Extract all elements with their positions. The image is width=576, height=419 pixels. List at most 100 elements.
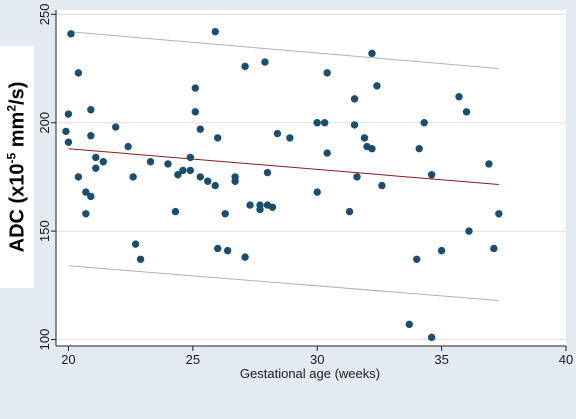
data-point <box>373 82 381 90</box>
data-point <box>485 160 493 168</box>
data-point <box>92 164 100 172</box>
data-point <box>241 62 249 71</box>
data-point <box>313 119 321 127</box>
data-point <box>92 153 100 162</box>
x-tick-label: 20 <box>61 352 75 367</box>
data-point <box>350 95 359 103</box>
regression-line <box>68 148 499 186</box>
data-point <box>323 69 331 77</box>
y-tick-label: 150 <box>37 220 52 242</box>
data-point <box>241 253 249 261</box>
data-point <box>99 158 107 166</box>
data-point <box>368 49 376 58</box>
gridlines <box>56 13 566 340</box>
data-point <box>261 58 269 66</box>
data-point <box>323 149 331 157</box>
x-tick-label: 30 <box>310 352 324 367</box>
y-axis-title-exp2: 2 <box>4 104 19 112</box>
data-point <box>465 227 473 235</box>
data-point <box>286 134 294 142</box>
data-point <box>273 129 282 138</box>
data-point <box>112 123 120 131</box>
data-point <box>495 210 503 218</box>
data-point <box>413 255 421 263</box>
data-point <box>360 134 369 142</box>
lower-bound-line <box>68 265 499 301</box>
data-point <box>320 119 329 127</box>
data-point <box>256 205 264 214</box>
data-point <box>87 106 95 114</box>
y-axis-title-prefix: ADC (x10 <box>6 163 29 253</box>
data-point <box>427 171 436 179</box>
y-tick-label: 100 <box>37 329 52 351</box>
data-point <box>420 119 428 127</box>
data-point <box>87 132 95 140</box>
data-point <box>196 125 204 133</box>
data-point <box>350 121 359 129</box>
data-point <box>313 188 321 196</box>
data-point <box>455 93 463 101</box>
data-point <box>204 177 212 185</box>
y-axis-title-suffix: /s) <box>6 81 29 105</box>
data-point <box>490 244 498 253</box>
x-axis-title: Gestational age (weeks) <box>240 366 380 381</box>
data-point <box>214 244 222 253</box>
data-point <box>368 145 376 153</box>
data-point <box>268 203 277 211</box>
axes <box>51 10 567 351</box>
y-tick-label: 250 <box>37 3 52 25</box>
data-point <box>211 181 219 190</box>
data-point <box>124 142 132 151</box>
data-point <box>221 210 229 218</box>
data-point <box>405 320 413 329</box>
data-point <box>246 201 254 209</box>
x-tick-label: 40 <box>559 352 573 367</box>
data-point <box>437 246 446 255</box>
data-point <box>186 153 195 162</box>
data-point <box>353 173 361 181</box>
x-tick-label: 35 <box>434 352 448 367</box>
data-point <box>64 138 73 146</box>
y-axis-title-middle: mm <box>6 111 29 153</box>
y-axis-title-exp1: -5 <box>4 152 19 164</box>
data-point <box>74 173 83 181</box>
fit-lines <box>68 31 499 301</box>
y-axis-title: ADC (x10-5 mm2/s) <box>5 82 30 253</box>
data-point <box>82 210 90 218</box>
data-point <box>211 27 219 36</box>
data-point <box>64 110 73 118</box>
data-point <box>345 207 354 216</box>
data-points <box>62 27 503 342</box>
data-point <box>171 207 180 216</box>
data-point <box>191 84 200 92</box>
data-point <box>263 168 272 177</box>
y-axis-title-box <box>0 46 34 288</box>
x-tick-label: 25 <box>186 352 200 367</box>
data-point <box>378 181 386 190</box>
data-point <box>179 166 187 175</box>
data-point <box>214 134 222 142</box>
data-point <box>82 188 90 196</box>
data-point <box>62 127 70 136</box>
data-point <box>191 108 200 116</box>
data-point <box>74 69 83 77</box>
data-point <box>415 145 423 153</box>
data-point <box>223 246 232 255</box>
data-point <box>196 173 204 181</box>
data-point <box>136 255 145 263</box>
tick-labels: 100 150 200 250 20 25 30 35 40 <box>37 3 573 367</box>
data-point <box>427 333 436 342</box>
upper-bound-line <box>68 31 499 70</box>
data-point <box>67 30 75 38</box>
data-point <box>164 160 172 168</box>
data-point <box>146 158 155 166</box>
data-point <box>462 108 471 116</box>
plot-area <box>56 10 566 346</box>
data-point <box>186 166 195 175</box>
data-point <box>129 173 137 181</box>
data-point <box>231 177 239 185</box>
y-tick-label: 200 <box>37 112 52 134</box>
data-point <box>131 240 140 248</box>
